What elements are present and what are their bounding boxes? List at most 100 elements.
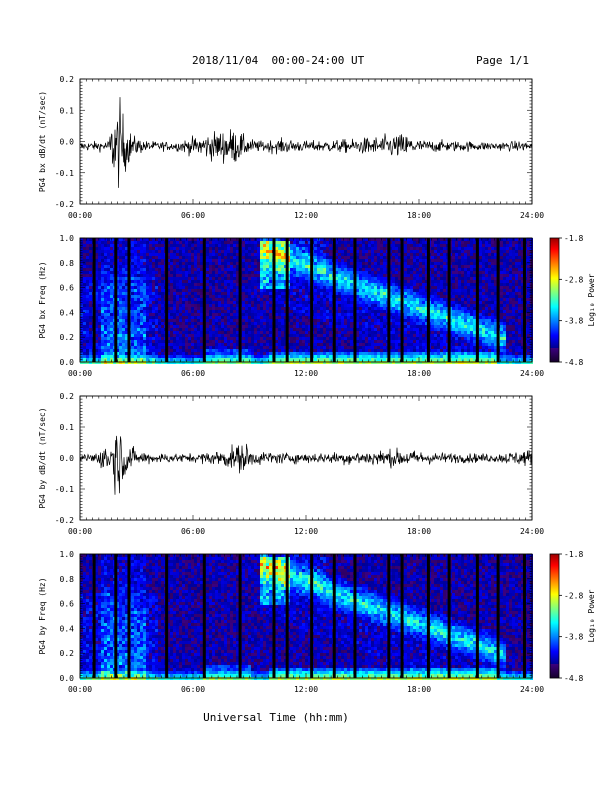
- x-tick-label: 24:00: [520, 685, 544, 694]
- colorbar-tick-label: -3.8: [564, 633, 583, 642]
- bx-spectrogram-ylabel: PG4 bx Freq (Hz): [38, 261, 47, 338]
- x-tick-label: 06:00: [181, 211, 205, 220]
- y-tick-label: -0.1: [55, 485, 74, 494]
- bx-spectrogram-data-gap: [127, 238, 131, 362]
- bx-spectrogram-data-gap: [238, 238, 242, 362]
- x-tick-label: 24:00: [520, 211, 544, 220]
- colorbar-tick-label: -1.8: [564, 234, 583, 243]
- bx-spectrogram-data-gap: [285, 238, 289, 362]
- by-spectrogram-data-gap: [202, 554, 206, 678]
- bx-spectrogram-panel: -1.8 -2.8 -3.8 -4.8 Log₁₀ Power 00:00 06:00 12:…: [38, 234, 596, 378]
- x-tick-label: 12:00: [294, 527, 318, 536]
- y-tick-label: 0.8: [60, 575, 75, 584]
- x-axis-title: Universal Time (hh:mm): [203, 711, 349, 724]
- by-spectrogram-data-gap: [165, 554, 169, 678]
- colorbar-tick-label: -1.8: [564, 550, 583, 559]
- colorbar-label: Log₁₀ Power: [587, 589, 596, 642]
- by-dbdt-panel: 00:00 06:00 12:00 18:00 24:00 -0.2 -0.1 0.0 0.1 0…: [38, 392, 544, 536]
- colorbar-tick-label: -3.8: [564, 317, 583, 326]
- bx-spectrogram-data-gap: [165, 238, 169, 362]
- y-tick-label: 0.0: [60, 454, 75, 463]
- bx-dbdt-ylabel: PG4 bx dB/dt (nT/sec): [38, 91, 47, 192]
- bx-spectrogram-data-gap: [310, 238, 314, 362]
- y-tick-label: 0.0: [60, 358, 75, 367]
- bx-spectrogram-data-gap: [496, 238, 500, 362]
- y-tick-label: 1.0: [60, 234, 75, 243]
- by-spectrogram-data-gap: [353, 554, 357, 678]
- by-dbdt-ylabel: PG4 by dB/dt (nT/sec): [38, 407, 47, 508]
- colorbar-label: Log₁₀ Power: [587, 273, 596, 326]
- y-tick-label: 0.2: [60, 392, 75, 401]
- x-tick-label: 24:00: [520, 527, 544, 536]
- colorbar-tick-label: -4.8: [564, 674, 583, 683]
- by-spectrogram-cells: [80, 554, 533, 680]
- colorbar-tick-label: -4.8: [564, 358, 583, 367]
- y-tick-label: 0.2: [60, 333, 75, 342]
- bx-dbdt-frame: [79, 78, 533, 205]
- by-spectrogram-data-gap: [114, 554, 118, 678]
- x-tick-label: 00:00: [68, 527, 92, 536]
- x-tick-label: 18:00: [407, 369, 431, 378]
- by-spectrogram-data-gap: [447, 554, 451, 678]
- x-tick-label: 18:00: [407, 527, 431, 536]
- x-tick-label: 24:00: [520, 369, 544, 378]
- bx-spectrogram-data-gap: [475, 238, 479, 362]
- y-tick-label: 1.0: [60, 550, 75, 559]
- bx-spectrogram-data-gap: [447, 238, 451, 362]
- y-tick-label: 0.6: [60, 284, 75, 293]
- y-tick-label: 0.0: [60, 674, 75, 683]
- bx-spectrogram-data-gap: [332, 238, 336, 362]
- bx-spectrogram-data-gap: [426, 238, 430, 362]
- date-range-title: 2018/11/04 00:00-24:00 UT: [192, 54, 365, 67]
- x-tick-label: 00:00: [68, 369, 92, 378]
- by-spectrogram-data-gap: [522, 554, 526, 678]
- x-tick-label: 12:00: [294, 685, 318, 694]
- bx-spectrogram-data-gap: [522, 238, 526, 362]
- bx-spectrogram-data-gap: [387, 238, 391, 362]
- bx-dbdt-trace: [79, 97, 533, 188]
- bx-spectrogram-data-gap: [92, 238, 96, 362]
- by-spectrogram-data-gap: [285, 554, 289, 678]
- by-spectrogram-data-gap: [475, 554, 479, 678]
- by-spectrogram-ylabel: PG4 by Freq (Hz): [38, 577, 47, 654]
- bx-spectrogram-data-gap: [353, 238, 357, 362]
- by-spectrogram-data-gap: [272, 554, 276, 678]
- by-spectrogram-data-gap: [332, 554, 336, 678]
- x-tick-label: 18:00: [407, 685, 431, 694]
- x-tick-label: 00:00: [68, 211, 92, 220]
- y-tick-label: 0.6: [60, 600, 75, 609]
- bx-dbdt-panel: 00:00 06:00 12:00 18:00 24:00 -0.2 -0.1 0.0 0.1 0…: [38, 75, 544, 220]
- by-spectrogram-colorbar: -1.8 -2.8 -3.8 -4.8 Log₁₀ Power: [549, 550, 596, 683]
- by-spectrogram-data-gap: [310, 554, 314, 678]
- y-tick-label: -0.2: [55, 516, 74, 525]
- y-tick-label: 0.8: [60, 259, 75, 268]
- x-tick-label: 12:00: [294, 369, 318, 378]
- y-tick-label: 0.2: [60, 649, 75, 658]
- bx-spectrogram-data-gap: [114, 238, 118, 362]
- x-tick-label: 06:00: [181, 527, 205, 536]
- by-spectrogram-data-gap: [426, 554, 430, 678]
- bx-spectrogram-colorbar: -1.8 -2.8 -3.8 -4.8 Log₁₀ Power: [549, 234, 596, 367]
- x-tick-label: 00:00: [68, 685, 92, 694]
- y-tick-label: 0.4: [60, 624, 75, 633]
- by-spectrogram-data-gap: [238, 554, 242, 678]
- x-tick-label: 06:00: [181, 369, 205, 378]
- by-spectrogram-data-gap: [400, 554, 404, 678]
- bx-spectrogram-data-gap: [202, 238, 206, 362]
- colorbar-tick-label: -2.8: [564, 275, 583, 284]
- by-spectrogram-data-gap: [387, 554, 391, 678]
- bx-spectrogram-cells: [80, 238, 533, 364]
- bx-spectrogram-data-gap: [272, 238, 276, 362]
- y-tick-label: 0.0: [60, 138, 75, 147]
- by-spectrogram-data-gap: [496, 554, 500, 678]
- by-spectrogram-data-gap: [127, 554, 131, 678]
- y-tick-label: -0.2: [55, 200, 74, 209]
- by-spectrogram-data-gap: [92, 554, 96, 678]
- y-tick-label: 0.1: [60, 106, 75, 115]
- y-tick-label: -0.1: [55, 169, 74, 178]
- y-tick-label: 0.4: [60, 308, 75, 317]
- page-number: Page 1/1: [476, 54, 529, 67]
- y-tick-label: 0.1: [60, 423, 75, 432]
- x-tick-label: 12:00: [294, 211, 318, 220]
- by-dbdt-trace: [79, 435, 533, 495]
